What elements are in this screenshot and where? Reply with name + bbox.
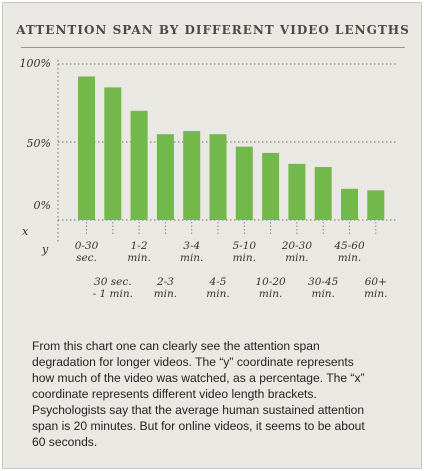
bar [104,87,122,221]
y-axis-letter: y [41,243,49,256]
bar [130,110,148,220]
description-paragraph: From this chart one can clearly see the … [32,339,365,401]
category-label: 45-60 min. [333,240,365,264]
x-axis-letter: x [22,225,29,238]
bar [367,190,385,220]
title-divider [21,47,405,48]
category-label: 30-45 min. [308,276,339,300]
bar [235,146,253,220]
bar [341,188,358,220]
bar [209,134,227,220]
category-label: 2-3 min. [154,276,177,300]
category-label: 4-5 min. [206,276,229,300]
category-label: 20-30 min. [281,240,313,264]
bar [314,166,332,220]
category-label: 0-30 sec. [75,240,99,264]
y-tick-label: 0% [34,199,51,212]
chart-title: ATTENTION SPAN BY DIFFERENT VIDEO LENGTH… [16,23,410,37]
category-label: 10-20 min. [255,276,286,300]
y-tick-label: 100% [20,57,51,70]
category-label: 3-4 min. [180,240,203,264]
bar [262,152,280,220]
y-tick-label: 50% [27,137,51,150]
category-label: 30 sec. - 1 min. [93,276,133,300]
bar [183,131,201,220]
category-label: 1-2 min. [127,240,150,264]
bar [78,76,95,220]
note-paragraph: Psychologists say that the average human… [32,403,365,449]
category-label: 5-10 min. [233,240,257,264]
bar [288,163,306,220]
bar [156,134,174,220]
category-label: 60+ min. [364,276,387,300]
